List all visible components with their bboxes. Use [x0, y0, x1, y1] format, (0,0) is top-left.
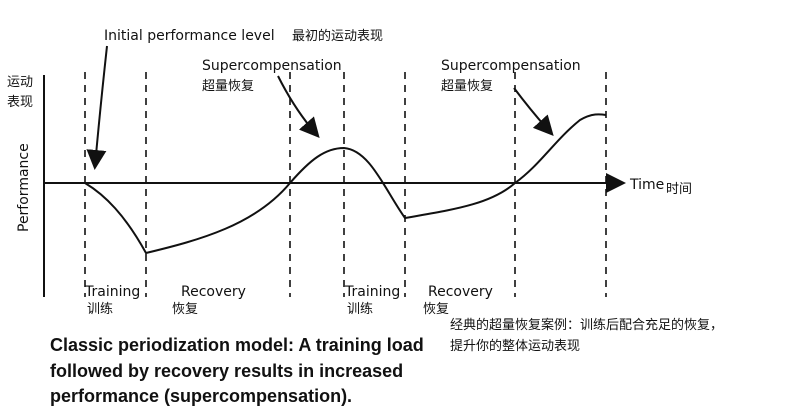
y-axis-zh: 表现 [7, 95, 33, 110]
note: 提升你的整体运动表现 [450, 338, 580, 354]
x-axis-zh: 时间 [666, 182, 692, 197]
annotation: 超量恢复 [441, 79, 493, 94]
annotation: Supercompensation [441, 58, 581, 74]
annotation: Initial performance level [104, 28, 275, 44]
note: 经典的超量恢复案例：训练后配合充足的恢复， [450, 317, 723, 333]
annotation: 超量恢复 [202, 79, 254, 94]
caption: Classic periodization model: A training … [50, 335, 424, 355]
phase-label-zh: 训练 [87, 302, 113, 317]
axes [43, 75, 626, 297]
phase-label: Recovery [428, 284, 493, 300]
caption: followed by recovery results in increase… [50, 361, 403, 381]
phase-label-zh: 恢复 [423, 302, 449, 317]
phase-label: Training [84, 284, 140, 300]
phase-label: Training [344, 284, 400, 300]
y-axis-zh: 运动 [7, 75, 33, 90]
caption: performance (supercompensation). [50, 386, 352, 406]
y-axis-label: Performance [16, 143, 32, 232]
annotation: Supercompensation [202, 58, 342, 74]
phase-label: Recovery [181, 284, 246, 300]
annotation: 最初的运动表现 [292, 28, 383, 44]
arrows [86, 45, 554, 170]
performance-curve [84, 113, 607, 255]
x-axis-label: Time [629, 177, 664, 193]
phase-label-zh: 训练 [347, 302, 373, 317]
phase-dividers [84, 72, 607, 297]
phase-label-zh: 恢复 [172, 302, 198, 317]
